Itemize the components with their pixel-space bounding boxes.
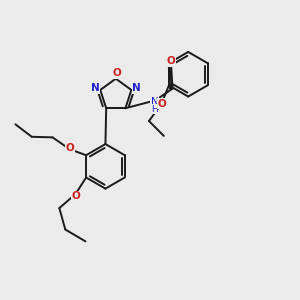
Text: O: O xyxy=(71,191,80,201)
Text: O: O xyxy=(65,143,74,153)
Text: N: N xyxy=(91,83,99,94)
Text: O: O xyxy=(167,56,176,66)
Text: N: N xyxy=(151,97,159,107)
Text: O: O xyxy=(112,68,121,78)
Text: O: O xyxy=(157,99,166,109)
Text: H: H xyxy=(151,105,158,114)
Text: N: N xyxy=(132,83,141,94)
